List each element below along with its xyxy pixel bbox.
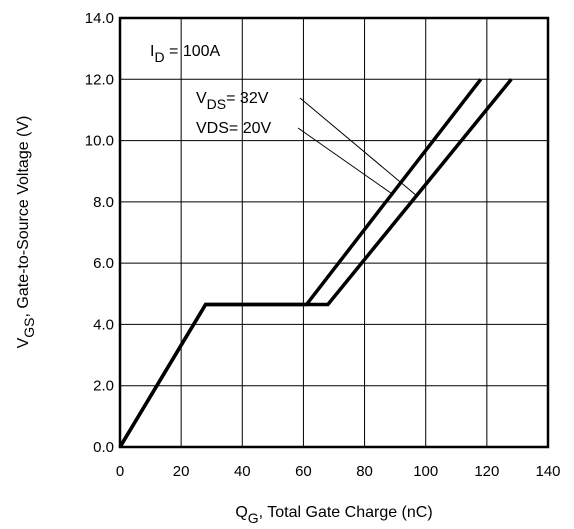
y-tick-label: 2.0 [93,378,114,395]
series-lines [118,78,513,448]
x-axis-title: QG, Total Gate Charge (nC) [235,504,432,526]
y-tick-label: 10.0 [85,133,114,150]
leader-line-vds-20v [297,127,393,195]
y-tick-label: 8.0 [93,194,114,211]
x-tick-label: 140 [535,463,560,480]
vds-20v-annotation: VDS= 20V [196,120,271,137]
x-tick-label: 60 [295,463,312,480]
grid [120,18,548,447]
plot-frame [118,16,550,449]
y-tick-label: 12.0 [85,71,114,88]
x-tick-labels: 0 20 40 60 80 100 120 140 [116,463,561,480]
y-tick-labels: 0.0 2.0 4.0 6.0 8.0 10.0 12.0 14.0 [85,10,114,456]
x-tick-label: 40 [234,463,251,480]
x-tick-label: 80 [356,463,373,480]
y-tick-label: 6.0 [93,255,114,272]
leader-line-vds-32v [299,97,417,197]
y-tick-label: 0.0 [93,439,114,456]
vds-32v-annotation: VDS= 32V [196,90,269,112]
y-tick-label: 4.0 [93,316,114,333]
x-tick-label: 20 [173,463,190,480]
x-tick-label: 100 [413,463,438,480]
y-tick-label: 14.0 [85,10,114,27]
annotation-leaders [297,97,417,197]
x-tick-label: 0 [116,463,124,480]
y-axis-title: VGS, Gate-to-Source Voltage (V) [15,116,37,349]
drain-current-annotation: ID = 100A [150,43,221,65]
series-line-vds-32v [118,78,513,448]
x-tick-label: 120 [474,463,499,480]
